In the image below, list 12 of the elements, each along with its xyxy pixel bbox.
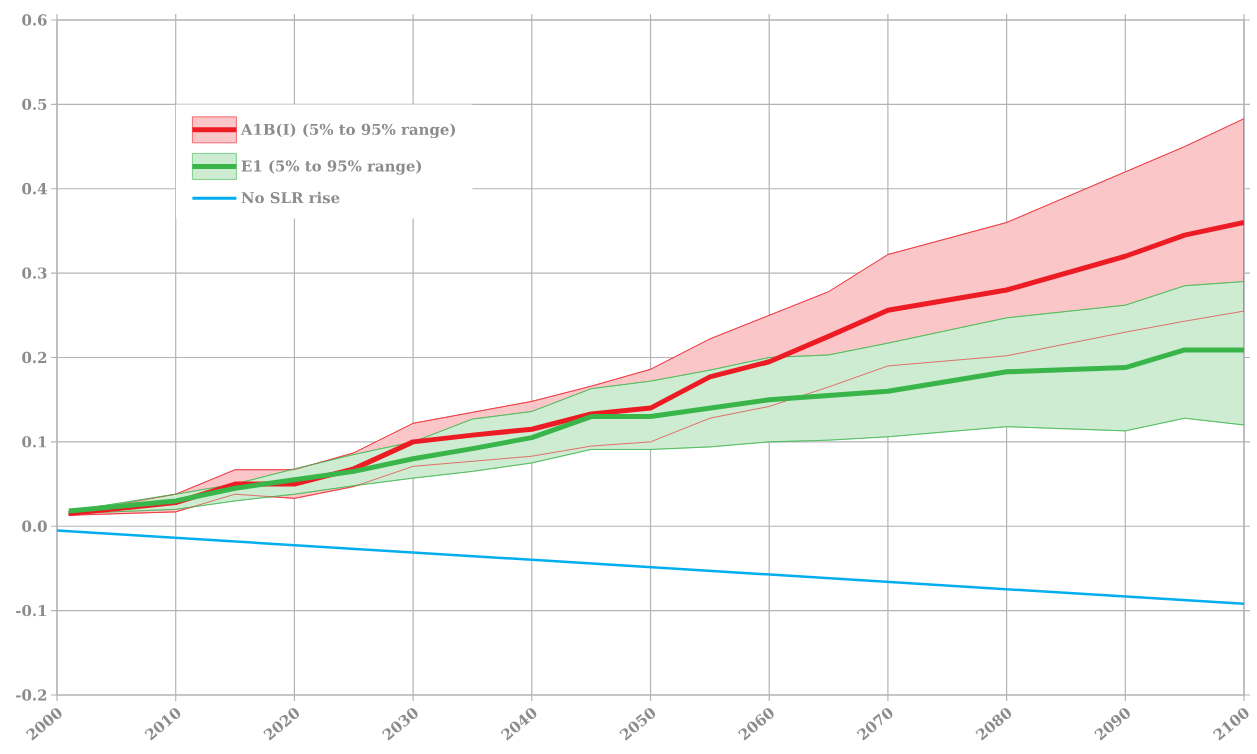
legend-label: A1B(I) (5% to 95% range): [240, 123, 456, 139]
y-tick-label: 0.5: [22, 98, 47, 111]
y-tick-label: 0.3: [22, 267, 47, 279]
y-tick-label: 0.4: [22, 183, 47, 195]
y-tick-label: 0.2: [22, 351, 47, 364]
y-tick-label: 0.1: [22, 436, 46, 448]
y-tick-label: -0.2: [16, 689, 47, 701]
y-tick-label: -0.1: [16, 604, 46, 617]
y-tick-label: 0.6: [22, 14, 47, 26]
legend-label: E1 (5% to 95% range): [241, 160, 422, 175]
y-tick-label: 0.0: [22, 520, 47, 532]
legend-label: No SLR rise: [241, 191, 340, 204]
